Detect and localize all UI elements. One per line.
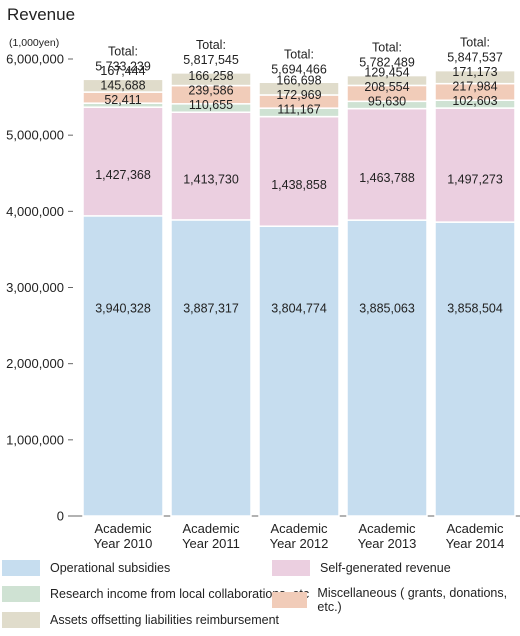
total-value: 5,733,239 bbox=[95, 59, 151, 73]
data-label: 145,688 bbox=[100, 79, 145, 93]
bar-segment bbox=[346, 74, 428, 87]
bar-segment bbox=[82, 215, 164, 517]
chart-title: Revenue bbox=[7, 5, 75, 24]
data-label: 111,167 bbox=[277, 103, 320, 117]
data-label: 3,804,774 bbox=[271, 302, 327, 316]
y-tick-label: 0 bbox=[57, 509, 64, 524]
legend-swatch bbox=[2, 612, 40, 628]
bar-segment bbox=[346, 219, 428, 517]
data-label: 172,969 bbox=[276, 88, 321, 102]
legend-swatch bbox=[2, 560, 40, 576]
data-label: 3,887,317 bbox=[183, 302, 239, 316]
legend-label: Self-generated revenue bbox=[320, 561, 451, 575]
data-label: 166,258 bbox=[188, 69, 233, 83]
x-tick-label: Academic bbox=[182, 521, 240, 536]
data-label: 129,454 bbox=[364, 66, 409, 80]
data-label: 3,858,504 bbox=[447, 302, 503, 316]
x-tick-label: Year 2013 bbox=[358, 536, 417, 551]
data-label: 208,554 bbox=[364, 80, 409, 94]
y-tick-label: 2,000,000 bbox=[6, 356, 64, 371]
y-tick-label: 4,000,000 bbox=[6, 204, 64, 219]
total-label: Total: bbox=[372, 41, 402, 55]
legend-item: Operational subsidies bbox=[2, 560, 170, 576]
data-label: 1,413,730 bbox=[183, 172, 239, 186]
x-tick-label: Year 2012 bbox=[270, 536, 329, 551]
legend-label: Miscellaneous ( grants, donations, etc.) bbox=[317, 586, 508, 614]
total-label: Total: bbox=[108, 44, 138, 58]
y-axis: 0 1,000,000 2,000,000 3,000,000 4,000,000 5,0… bbox=[6, 52, 73, 524]
x-tick-label: Year 2011 bbox=[182, 536, 240, 551]
bar-segment bbox=[170, 72, 252, 87]
x-tick-label: Year 2014 bbox=[446, 536, 505, 551]
legend-item: Research income from local collaboration… bbox=[2, 586, 309, 602]
legend-item: Miscellaneous ( grants, donations, etc.) bbox=[272, 586, 520, 614]
y-tick-label: 5,000,000 bbox=[6, 128, 64, 143]
y-tick-label: 6,000,000 bbox=[6, 52, 64, 67]
bar-segment bbox=[258, 225, 340, 517]
legend-label: Operational subsidies bbox=[50, 561, 171, 575]
bar-segment bbox=[346, 107, 428, 221]
data-label: 239,586 bbox=[188, 84, 233, 98]
data-label: 102,603 bbox=[452, 94, 497, 108]
bar-segment bbox=[434, 107, 516, 223]
chart-plot: Revenue (1,000yen) 0 1,000,000 2,000,000 3,… bbox=[6, 5, 520, 551]
bar-segment bbox=[170, 219, 252, 517]
legend-swatch bbox=[2, 586, 40, 602]
x-tick-label: Academic bbox=[358, 521, 416, 536]
data-label: 166,698 bbox=[276, 74, 321, 88]
data-label: 167,444 bbox=[100, 64, 145, 78]
bar-segment bbox=[434, 69, 516, 85]
x-tick-label: Academic bbox=[270, 521, 328, 536]
bar-segment bbox=[258, 115, 340, 227]
bar-segment bbox=[170, 111, 252, 221]
data-label: 1,497,273 bbox=[447, 172, 503, 186]
legend-item: Self-generated revenue bbox=[272, 560, 451, 576]
total-value: 5,782,489 bbox=[359, 56, 415, 70]
y-axis-unit-label: (1,000yen) bbox=[9, 37, 59, 49]
data-label: 1,438,858 bbox=[271, 178, 327, 192]
total-value: 5,694,466 bbox=[271, 62, 327, 76]
total-label: Total: bbox=[284, 47, 314, 61]
data-label: 52,411 bbox=[104, 93, 141, 107]
bar-segment bbox=[82, 78, 164, 93]
x-tick-label: Academic bbox=[94, 521, 152, 536]
y-tick-label: 1,000,000 bbox=[6, 432, 64, 447]
data-label: 95,630 bbox=[368, 95, 406, 109]
data-label: 3,940,328 bbox=[95, 302, 151, 316]
bar-segment bbox=[258, 81, 340, 96]
legend-swatch bbox=[272, 592, 308, 608]
bar-segment bbox=[434, 221, 516, 517]
total-value: 5,817,545 bbox=[183, 53, 239, 67]
x-tick-label: Academic bbox=[446, 521, 504, 536]
y-tick-label: 3,000,000 bbox=[6, 280, 64, 295]
total-value: 5,847,537 bbox=[447, 51, 503, 65]
total-label: Total: bbox=[460, 36, 490, 50]
data-label: 3,885,063 bbox=[359, 302, 415, 316]
legend-swatch bbox=[272, 560, 310, 576]
data-label: 1,427,368 bbox=[95, 168, 151, 182]
legend-item: Assets offsetting liabilities reimbursem… bbox=[2, 612, 279, 628]
total-label: Total: bbox=[196, 38, 226, 52]
data-label: 110,655 bbox=[189, 98, 233, 112]
legend: Operational subsidies Self-generated reve… bbox=[0, 556, 520, 636]
data-label: 171,173 bbox=[452, 65, 497, 79]
legend-label: Assets offsetting liabilities reimbursem… bbox=[50, 613, 280, 627]
data-label: 1,463,788 bbox=[359, 171, 415, 185]
legend-label: Research income from local collaboration… bbox=[50, 587, 310, 601]
x-tick-label: Year 2010 bbox=[94, 536, 153, 551]
bar-segment bbox=[82, 106, 164, 217]
data-label: 217,984 bbox=[452, 80, 497, 94]
